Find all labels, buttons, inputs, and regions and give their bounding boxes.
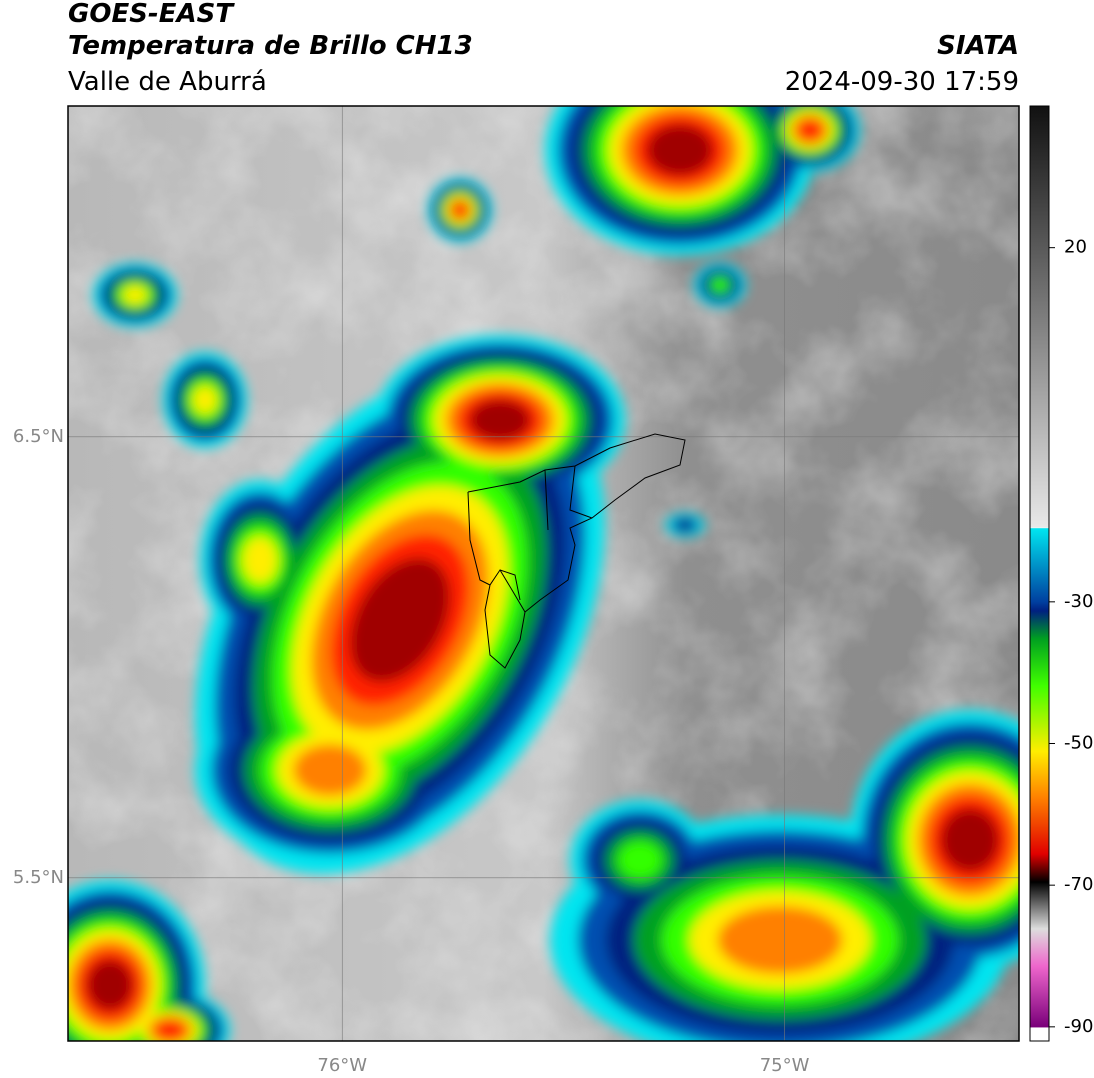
colorbar-tick-label: -70 — [1064, 874, 1093, 895]
cell-layer — [711, 277, 729, 293]
cell-layer — [192, 386, 218, 414]
cell-layer — [349, 557, 451, 683]
cell-layer — [242, 536, 278, 584]
title: GOES-EAST — [68, 0, 235, 29]
cell-layer — [940, 808, 1000, 872]
colorbar-tick-label: -50 — [1064, 733, 1093, 754]
cell-layer — [797, 119, 823, 141]
cell-layer — [469, 399, 531, 441]
cell-layer — [617, 840, 663, 880]
lat-tick-label: 6.5°N — [13, 426, 64, 447]
cell-layer — [647, 124, 713, 176]
cell-layer — [717, 906, 843, 974]
cell-layer — [154, 1019, 186, 1041]
colorbar-tick-label: -30 — [1064, 591, 1093, 612]
cell-layer — [676, 519, 694, 531]
cell-layer — [86, 959, 134, 1011]
cell-layer — [293, 744, 367, 796]
lon-tick-label: 76°W — [317, 1055, 367, 1076]
cell-layer — [122, 285, 148, 305]
grid — [68, 106, 1019, 1041]
municipal-boundaries — [467, 433, 686, 669]
subtitle: Temperatura de Brillo CH13 — [68, 31, 473, 61]
cell-layer — [451, 201, 469, 219]
colorbar — [1029, 105, 1050, 1042]
source: SIATA — [937, 31, 1019, 61]
colorbar-tick-label: 20 — [1064, 237, 1087, 258]
colorbar-tick-label: -90 — [1064, 1016, 1093, 1037]
storm-cells — [68, 106, 1019, 1041]
map — [68, 106, 1019, 1041]
lon-tick-label: 75°W — [760, 1055, 810, 1076]
lat-tick-label: 5.5°N — [13, 867, 64, 888]
map-frame — [67, 105, 1020, 1042]
datetime: 2024-09-30 17:59 — [785, 67, 1019, 97]
region: Valle de Aburrá — [68, 67, 267, 97]
